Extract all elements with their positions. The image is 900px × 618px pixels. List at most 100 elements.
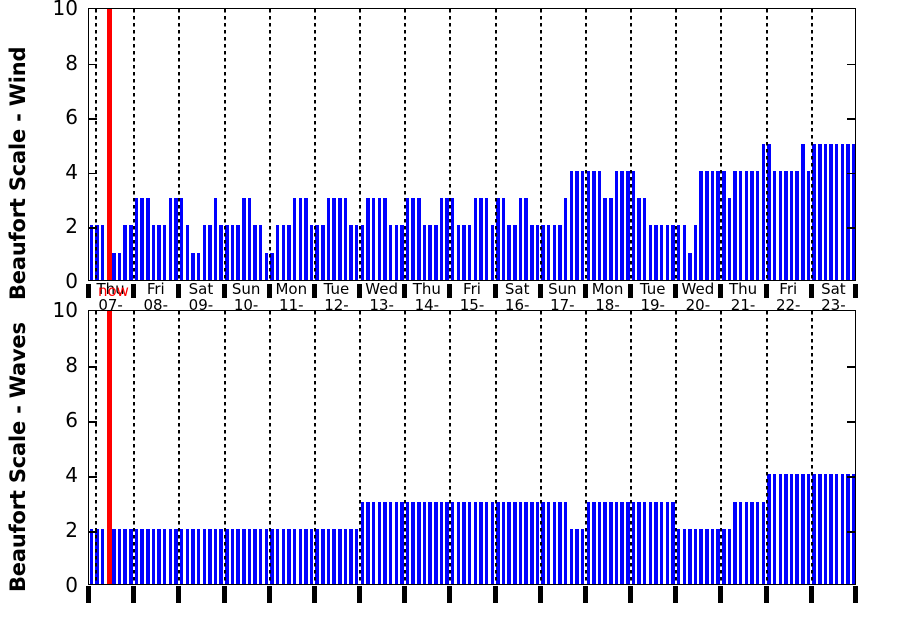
x-axis-day-of-week: Tue	[323, 280, 350, 298]
bar	[795, 170, 799, 280]
now-marker-line	[107, 9, 113, 280]
y-tick-mark	[847, 531, 855, 533]
bar	[642, 198, 647, 280]
x-axis-day-of-week: Sat	[821, 280, 846, 298]
bar	[524, 501, 528, 584]
bar	[699, 170, 703, 280]
day-gridline	[268, 9, 271, 280]
bar	[710, 529, 715, 584]
bar	[146, 198, 150, 280]
waves-y-axis-title: Beaufort Scale - Waves	[6, 322, 30, 592]
bar	[834, 143, 839, 280]
bar	[338, 198, 342, 280]
day-gridline	[494, 311, 497, 584]
x-axis-tick	[266, 284, 272, 298]
bar	[467, 501, 472, 584]
bar	[298, 198, 302, 280]
bar	[473, 198, 478, 280]
bar	[716, 170, 720, 280]
bar	[151, 225, 156, 280]
bar	[496, 198, 500, 280]
x-axis-tick	[808, 586, 814, 603]
y-tick-label: 6	[65, 408, 78, 432]
y-tick-mark	[847, 421, 855, 423]
bar	[371, 198, 376, 280]
day-gridline	[95, 9, 97, 280]
bar	[411, 501, 415, 584]
bar	[309, 225, 314, 280]
bar	[292, 529, 297, 584]
bar	[778, 170, 782, 280]
x-axis-day-of-week: Fri	[463, 280, 481, 298]
x-axis-tick	[402, 284, 408, 298]
y-tick-mark	[847, 227, 855, 229]
x-axis-tick	[537, 284, 543, 298]
bar	[671, 225, 675, 280]
day-gridline	[630, 311, 633, 584]
y-tick-mark	[89, 172, 97, 175]
x-axis-day-of-week: Wed	[681, 280, 715, 298]
y-tick-label: 4	[65, 159, 78, 184]
bar	[648, 501, 653, 584]
y-tick-label: 0	[65, 573, 78, 597]
bar	[789, 170, 794, 280]
bar	[467, 225, 472, 280]
bar	[196, 529, 201, 584]
bar	[609, 198, 613, 280]
day-gridline	[178, 9, 181, 280]
x-axis-day-of-week: Sun	[548, 280, 577, 298]
day-gridline	[95, 311, 97, 584]
bar	[851, 143, 855, 280]
bar	[829, 143, 833, 280]
bar	[744, 170, 749, 280]
bar	[614, 170, 619, 280]
x-axis-day-of-week: Sat	[504, 280, 530, 298]
bar	[484, 198, 489, 280]
bar	[450, 501, 455, 584]
y-tick-label: 4	[65, 463, 78, 487]
x-axis-day-of-week: Thu	[728, 280, 758, 298]
bar	[146, 529, 150, 584]
bar	[501, 501, 506, 584]
bar	[264, 252, 269, 280]
day-gridline	[268, 311, 271, 584]
bar	[846, 474, 850, 584]
bar	[411, 198, 415, 280]
bar	[462, 225, 466, 280]
bar	[377, 198, 382, 280]
bar	[422, 225, 427, 280]
bar	[258, 225, 263, 280]
bar	[693, 529, 698, 584]
y-tick-mark	[89, 118, 97, 120]
bar	[750, 170, 754, 280]
x-axis-tick	[86, 284, 91, 298]
bar	[236, 225, 240, 280]
bar	[179, 198, 184, 280]
bar	[377, 501, 382, 584]
bar	[225, 529, 229, 584]
bar	[631, 501, 636, 584]
bar	[688, 252, 692, 280]
x-axis-day-of-week: Wed	[365, 280, 398, 298]
y-tick-label: 2	[65, 214, 78, 239]
bar	[801, 143, 805, 280]
bar	[801, 474, 805, 584]
y-tick-mark	[847, 118, 855, 120]
bar	[117, 252, 122, 280]
x-axis-tick	[808, 284, 814, 298]
bar	[349, 529, 353, 584]
bar	[727, 198, 732, 280]
waves-plot-area	[88, 310, 856, 585]
bar	[654, 501, 658, 584]
x-axis-tick	[853, 284, 858, 298]
x-axis-tick	[402, 586, 408, 603]
x-axis-tick	[628, 284, 634, 298]
bar	[846, 143, 850, 280]
wind-plot-area	[88, 8, 856, 281]
bar	[366, 198, 370, 280]
x-axis-tick	[357, 284, 363, 298]
y-tick-label: 10	[52, 298, 78, 322]
y-tick-mark	[89, 531, 97, 533]
bar	[665, 225, 670, 280]
day-gridline	[810, 311, 813, 584]
